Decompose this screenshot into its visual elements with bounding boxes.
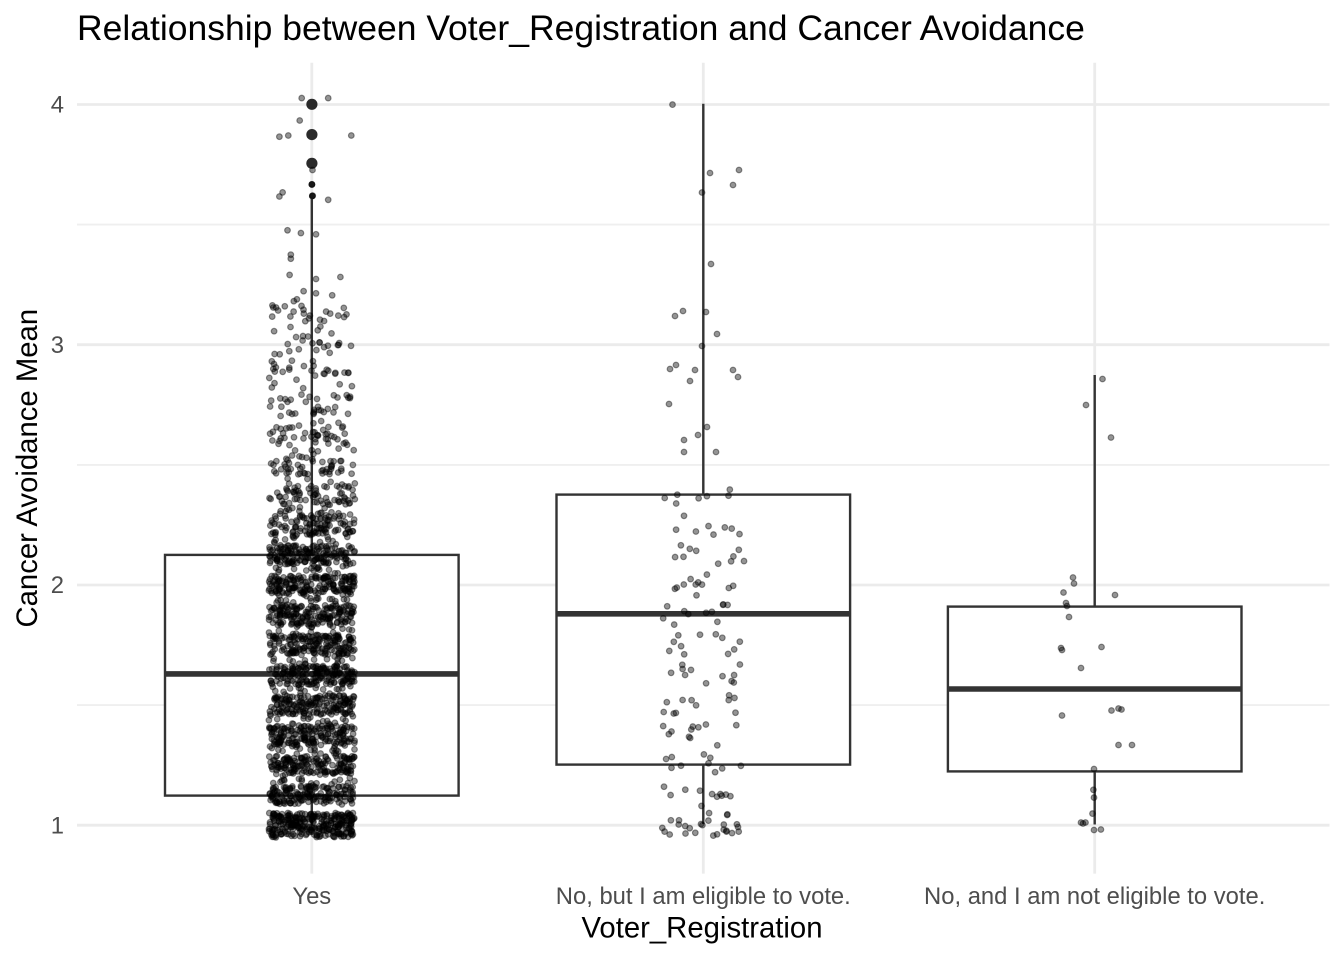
svg-text:4: 4 <box>51 92 64 119</box>
svg-text:Yes: Yes <box>292 883 331 910</box>
svg-text:No, and I am not eligible to v: No, and I am not eligible to vote. <box>924 883 1265 910</box>
svg-text:Relationship between Voter_Reg: Relationship between Voter_Registration … <box>77 8 1085 48</box>
svg-text:3: 3 <box>51 332 64 359</box>
svg-text:Voter_Registration: Voter_Registration <box>581 911 822 944</box>
svg-text:Cancer Avoidance Mean: Cancer Avoidance Mean <box>11 309 44 628</box>
svg-text:No, but I am eligible to vote.: No, but I am eligible to vote. <box>556 883 851 910</box>
svg-text:2: 2 <box>51 572 64 599</box>
svg-text:1: 1 <box>51 812 64 839</box>
